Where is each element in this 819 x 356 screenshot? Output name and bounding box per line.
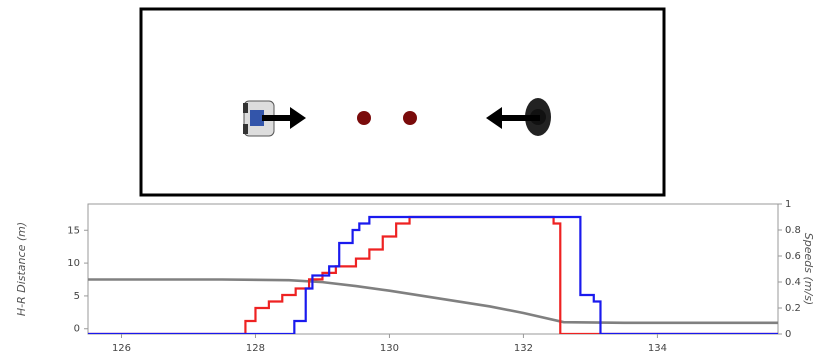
y-tick-label: 10: [67, 258, 80, 269]
series-line: [88, 215, 778, 334]
y2-tick-label: 0.4: [785, 277, 801, 288]
human-goal: [403, 111, 417, 125]
y-tick-label: 15: [67, 225, 80, 236]
human-arrow: [486, 107, 540, 129]
x-tick-label: 132: [514, 343, 533, 354]
x-tick-label: 126: [112, 343, 131, 354]
scene: [139, 7, 666, 197]
y2-tick-label: 1: [785, 199, 791, 210]
robot-arrow: [262, 107, 306, 129]
plot-area: [88, 215, 778, 334]
y2-tick-label: 0.8: [785, 225, 801, 236]
y-axis-label: H-R Distance (m): [15, 222, 28, 316]
y2-tick-label: 0.6: [785, 251, 801, 262]
x-tick-label: 130: [380, 343, 399, 354]
robot-goal: [357, 111, 371, 125]
y-tick-label: 0: [74, 324, 80, 335]
y-tick-label: 5: [74, 291, 80, 302]
robot-icon: [243, 100, 275, 137]
scene-frame: [139, 7, 666, 197]
y2-tick-label: 0: [785, 329, 791, 340]
series-line: [88, 215, 778, 334]
plot-frame: [87, 203, 779, 335]
series-line: [88, 278, 778, 325]
x-tick-label: 128: [246, 343, 265, 354]
x-tick-label: 134: [648, 343, 667, 354]
y2-tick-label: 0.2: [785, 303, 801, 314]
y2-axis-label: Speeds (m/s): [802, 233, 815, 305]
